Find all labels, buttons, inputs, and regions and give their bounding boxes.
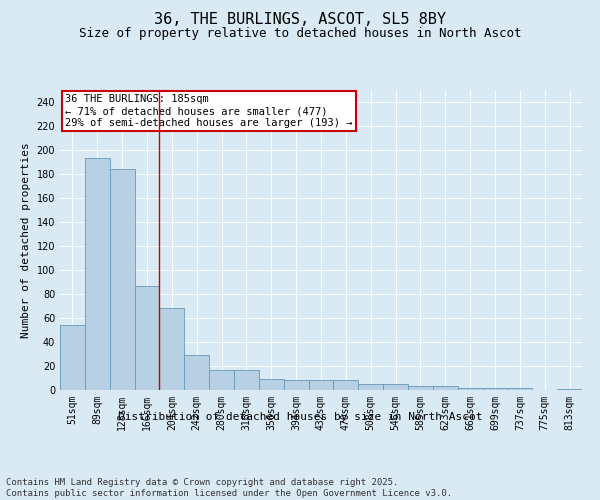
- Bar: [160, 308, 184, 390]
- Text: 36, THE BURLINGS, ASCOT, SL5 8BY: 36, THE BURLINGS, ASCOT, SL5 8BY: [154, 12, 446, 28]
- Bar: [458, 388, 482, 390]
- Text: Size of property relative to detached houses in North Ascot: Size of property relative to detached ho…: [79, 28, 521, 40]
- Bar: [408, 386, 433, 390]
- Bar: [284, 380, 308, 390]
- Text: Contains HM Land Registry data © Crown copyright and database right 2025.
Contai: Contains HM Land Registry data © Crown c…: [6, 478, 452, 498]
- Text: Distribution of detached houses by size in North Ascot: Distribution of detached houses by size …: [118, 412, 482, 422]
- Y-axis label: Number of detached properties: Number of detached properties: [21, 142, 31, 338]
- Bar: [85, 158, 110, 390]
- Bar: [184, 355, 209, 390]
- Bar: [259, 379, 284, 390]
- Bar: [358, 384, 383, 390]
- Bar: [383, 384, 408, 390]
- Bar: [308, 380, 334, 390]
- Bar: [60, 325, 85, 390]
- Bar: [433, 386, 458, 390]
- Bar: [209, 370, 234, 390]
- Bar: [482, 388, 508, 390]
- Bar: [110, 169, 134, 390]
- Bar: [508, 388, 532, 390]
- Bar: [134, 286, 160, 390]
- Bar: [234, 370, 259, 390]
- Text: 36 THE BURLINGS: 185sqm
← 71% of detached houses are smaller (477)
29% of semi-d: 36 THE BURLINGS: 185sqm ← 71% of detache…: [65, 94, 353, 128]
- Bar: [334, 380, 358, 390]
- Bar: [557, 389, 582, 390]
